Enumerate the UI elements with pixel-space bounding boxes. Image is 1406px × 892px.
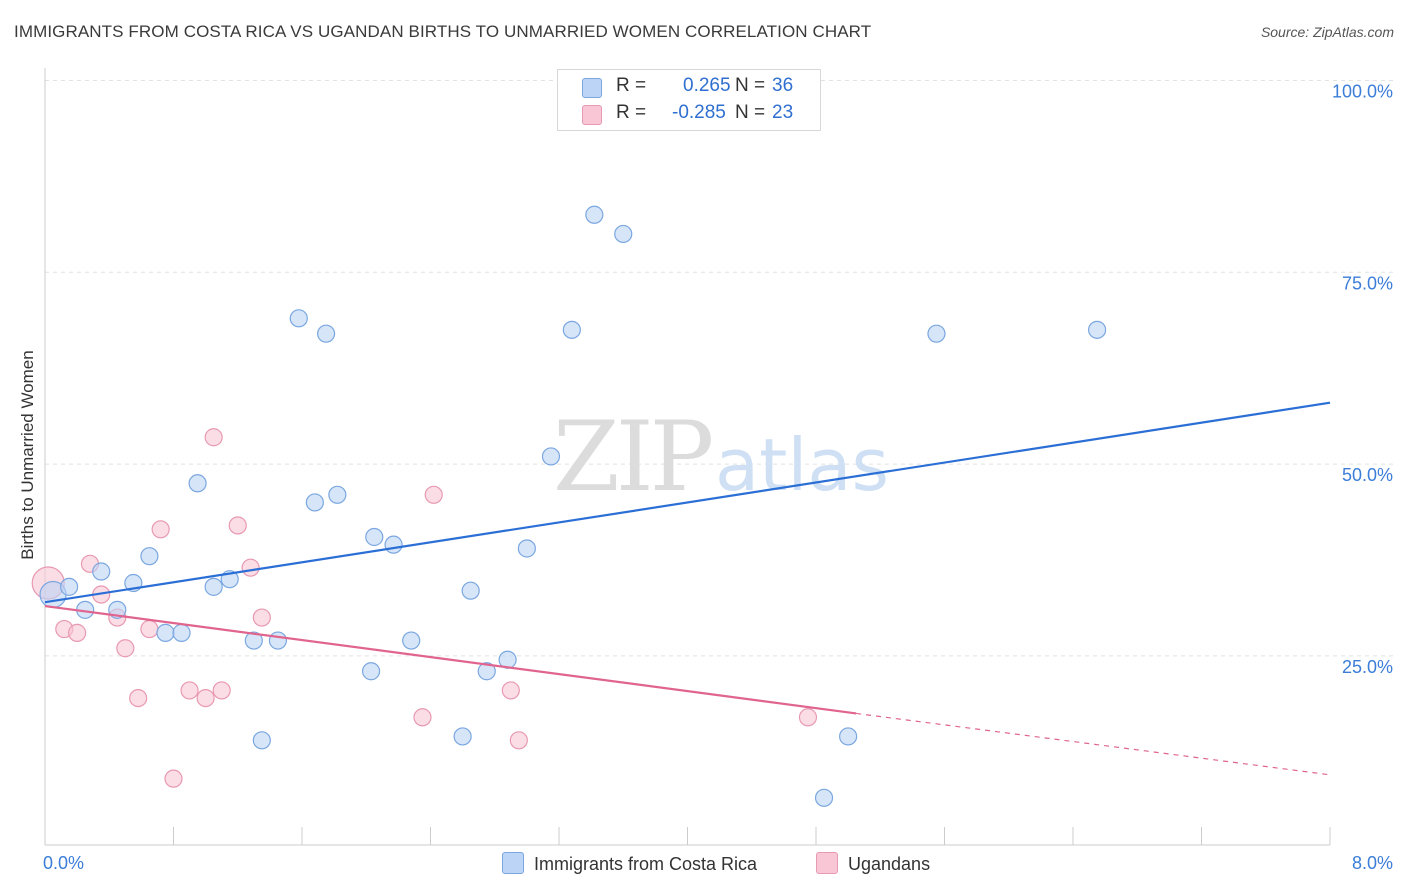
costa-rica-point [927,324,946,343]
costa-rica-point [541,447,561,466]
legend-n-label: N = [735,75,766,96]
ugandans-point [424,485,443,504]
costa-rica-point [814,788,834,807]
costa-rica-point [59,577,79,596]
costa-rica-point [402,631,421,650]
costa-rica-point [172,623,191,642]
costa-rica-point [461,581,480,600]
ugandans-trendline [44,604,857,715]
costa-rica-point [316,324,336,343]
costa-rica-point [365,527,384,547]
ugandans-point [212,681,231,700]
costa-rica-point [384,535,403,554]
source-label: Source: ZipAtlas.com [1260,24,1394,40]
costa-rica-point [140,547,159,566]
bottom-legend-ugandans: Ugandans [816,852,930,875]
y-tick-label: 75.0% [1342,273,1393,293]
costa-rica-point [289,309,308,328]
ugandans-point [509,731,528,750]
ugandans-point [151,520,170,539]
y-tick-label: 50.0% [1342,465,1393,485]
costa-rica-point [305,493,324,512]
legend-r-value: -0.285 [672,102,726,123]
ugandans-point [140,619,159,639]
ugandans-point [164,769,183,788]
costa-rica-point [204,577,223,596]
costa-rica-points [39,205,1107,807]
legend-n-value: 36 [772,75,794,96]
ugandans-point [116,639,135,658]
bottom-legend-label: Immigrants from Costa Rica [534,854,758,874]
costa-rica-point [156,623,175,642]
x-tick-label: 8.0% [1352,853,1393,873]
legend-swatch-blue [582,78,602,98]
tick-labels: 25.0% 50.0% 75.0% 100.0% 0.0% 8.0% [43,82,1393,874]
costa-rica-point [361,662,381,681]
legend-swatch-pink [582,105,602,125]
axes-layer [44,68,1331,846]
costa-rica-point [562,320,581,339]
legend-r-label: R = [616,102,647,123]
ugandans-point [204,428,223,447]
legend-r-label: R = [616,75,647,96]
ugandans-point [129,688,148,708]
bottom-legend-costa-rica: Immigrants from Costa Rica [502,852,757,875]
y-tick-label: 25.0% [1342,657,1393,677]
ugandans-point [180,681,199,700]
costa-rica-point [188,474,207,493]
watermark: ZIP atlas [553,401,889,513]
ugandans-point [68,623,87,642]
ugandans-point [252,608,271,627]
trendlines [44,401,1331,776]
ugandans-point [241,558,260,577]
bottom-swatch-blue [502,852,524,874]
ugandans-point [501,681,520,700]
costa-rica-point [453,727,472,746]
costa-rica-point [839,727,858,746]
costa-rica-point [328,485,347,504]
legend-n-label: N = [735,102,766,123]
costa-rica-point [1087,320,1107,339]
chart-title: IMMIGRANTS FROM COSTA RICA VS UGANDAN BI… [14,22,872,41]
ugandans-point [798,708,818,727]
ugandans-point [228,516,247,535]
costa-rica-trendline [44,401,1331,604]
legend-r-value: 0.265 [683,75,731,96]
stats-legend: R = 0.265 N = 36 R = -0.285 N = 23 [557,69,821,131]
costa-rica-point [477,662,496,681]
costa-rica-point [92,562,111,581]
legend-n-value: 23 [772,102,794,123]
x-tick-label: 0.0% [43,853,84,873]
bottom-swatch-pink [816,852,838,874]
ugandans-point [196,688,215,708]
costa-rica-point [614,224,633,244]
ugandans-trendline-extension [856,712,1331,776]
costa-rica-point [517,539,536,558]
costa-rica-point [252,731,271,750]
ugandans-point [413,708,432,727]
costa-rica-point [268,631,288,650]
y-tick-label: 100.0% [1332,82,1393,102]
bottom-legend-label: Ugandans [848,854,931,874]
watermark-zip: ZIP [553,401,712,513]
costa-rica-point [585,205,604,224]
costa-rica-point [244,631,263,650]
